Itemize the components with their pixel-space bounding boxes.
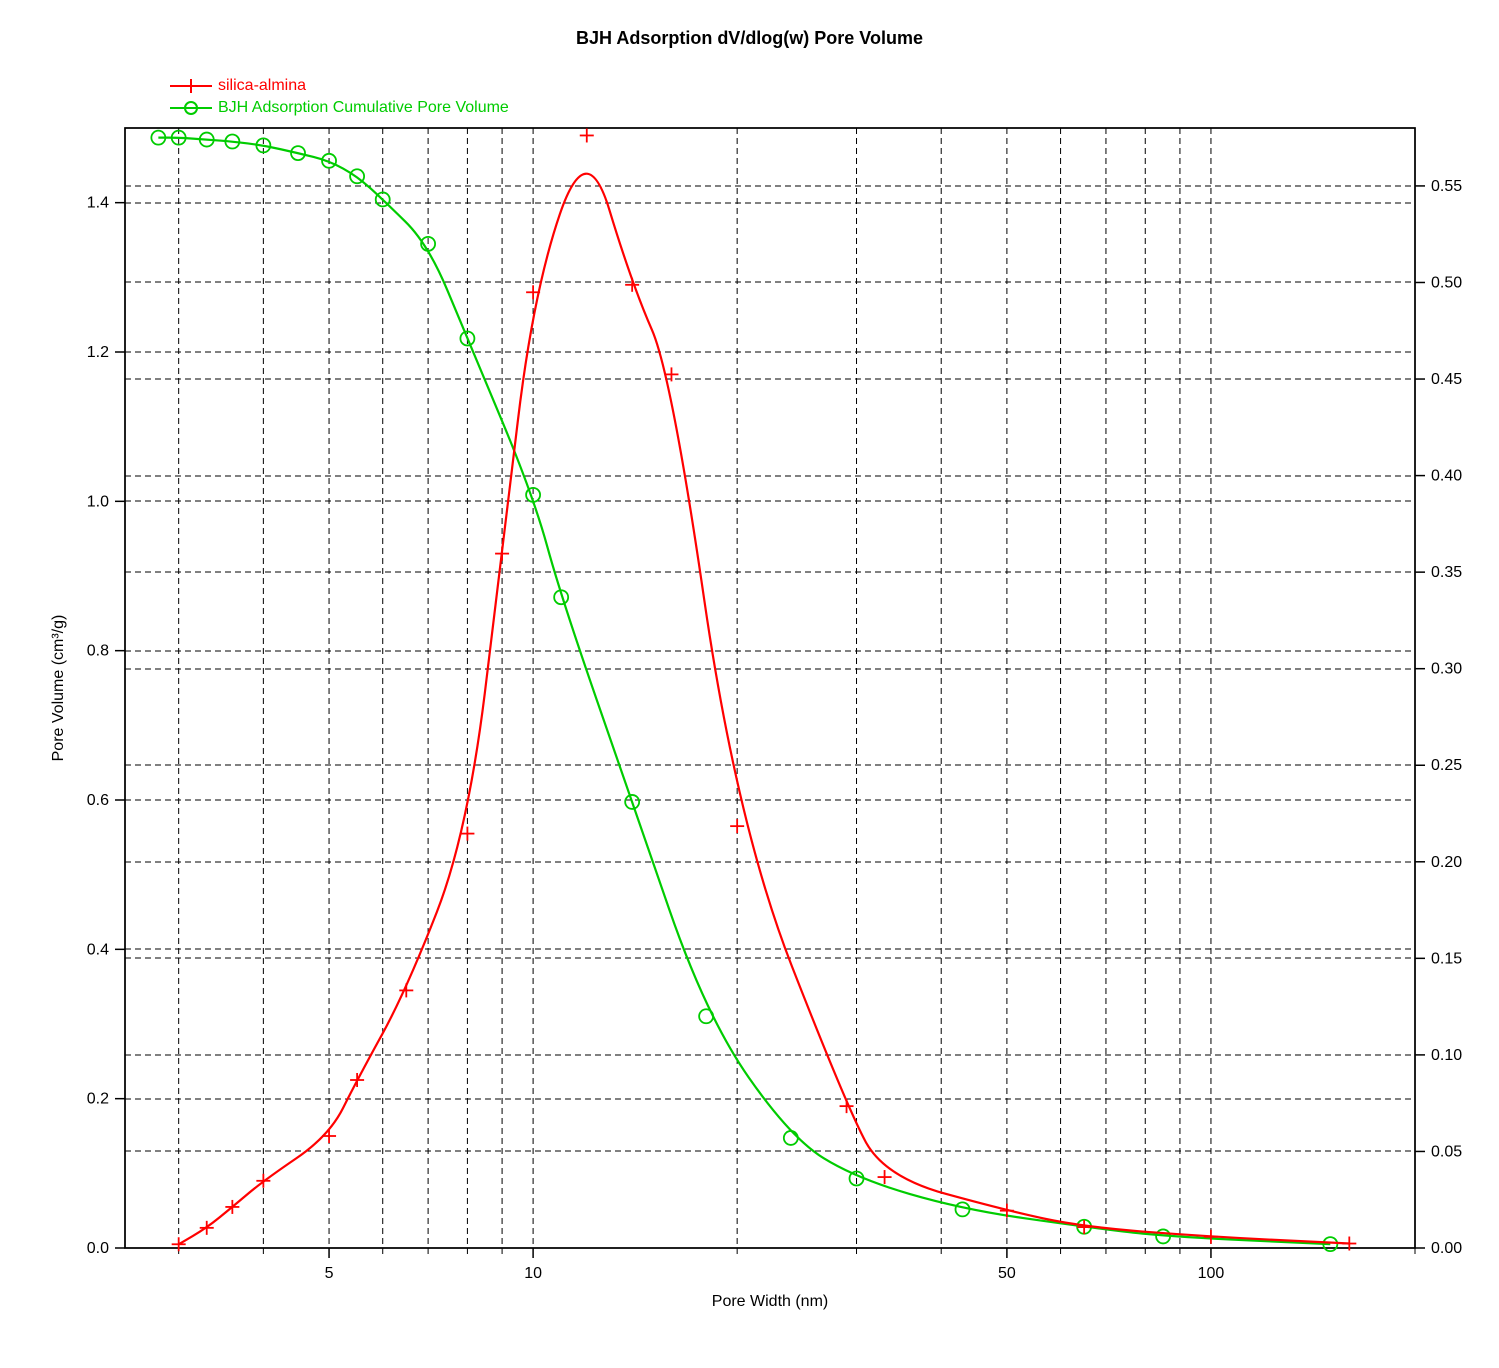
svg-text:0.6: 0.6 <box>87 792 109 809</box>
legend-item: BJH Adsorption Cumulative Pore Volume <box>170 97 509 119</box>
svg-text:0.2: 0.2 <box>87 1091 109 1108</box>
svg-text:50: 50 <box>998 1265 1016 1282</box>
chart-title: BJH Adsorption dV/dlog(w) Pore Volume <box>20 28 1479 49</box>
legend-item: silica-almina <box>170 75 509 97</box>
svg-text:5: 5 <box>325 1265 334 1282</box>
svg-text:1.4: 1.4 <box>87 195 109 212</box>
svg-text:1.0: 1.0 <box>87 493 109 510</box>
svg-text:0.40: 0.40 <box>1431 468 1462 485</box>
svg-text:0.10: 0.10 <box>1431 1047 1462 1064</box>
svg-text:0.20: 0.20 <box>1431 854 1462 871</box>
svg-text:0.0: 0.0 <box>87 1240 109 1257</box>
plus-icon <box>170 77 212 95</box>
svg-text:0.50: 0.50 <box>1431 274 1462 291</box>
circle-icon <box>170 99 212 117</box>
chart-container: BJH Adsorption dV/dlog(w) Pore Volume si… <box>20 20 1479 1348</box>
svg-text:0.30: 0.30 <box>1431 661 1462 678</box>
svg-text:0.25: 0.25 <box>1431 757 1462 774</box>
chart-svg: 5 10 50 100 0.0 0.2 0.4 0.6 0.8 1.0 1.2 1.4 0.00 0.05… <box>20 20 1479 1348</box>
svg-text:0.00: 0.00 <box>1431 1240 1462 1257</box>
svg-text:100: 100 <box>1198 1265 1225 1282</box>
legend-label: silica-almina <box>218 77 306 95</box>
svg-text:Pore Volume (cm³/g): Pore Volume (cm³/g) <box>50 615 67 762</box>
svg-text:0.15: 0.15 <box>1431 950 1462 967</box>
legend-label: BJH Adsorption Cumulative Pore Volume <box>218 99 509 117</box>
chart-legend: silica-almina BJH Adsorption Cumulative P… <box>170 75 509 119</box>
svg-text:0.45: 0.45 <box>1431 371 1462 388</box>
svg-text:0.4: 0.4 <box>87 941 109 958</box>
svg-text:10: 10 <box>524 1265 542 1282</box>
svg-text:0.05: 0.05 <box>1431 1143 1462 1160</box>
svg-text:Pore Width (nm): Pore Width (nm) <box>712 1293 828 1310</box>
svg-text:0.55: 0.55 <box>1431 178 1462 195</box>
svg-text:1.2: 1.2 <box>87 344 109 361</box>
svg-text:0.8: 0.8 <box>87 643 109 660</box>
svg-text:0.35: 0.35 <box>1431 564 1462 581</box>
